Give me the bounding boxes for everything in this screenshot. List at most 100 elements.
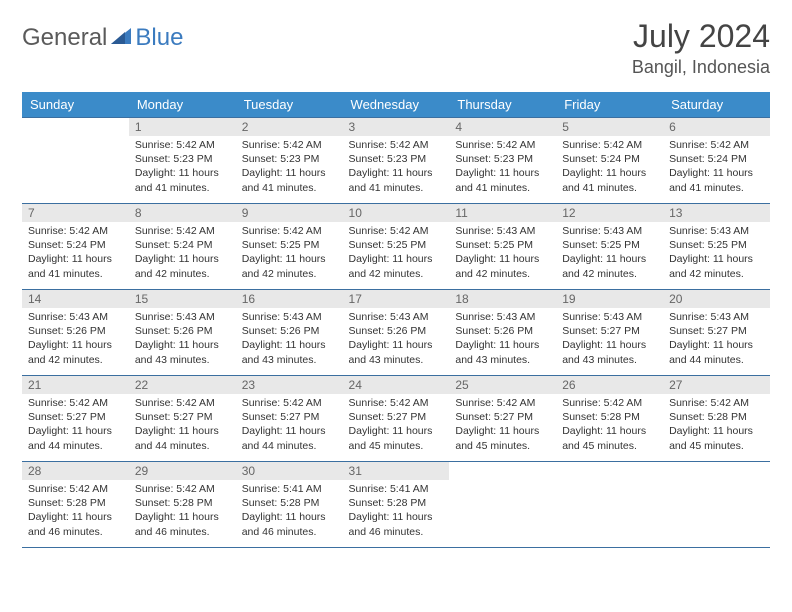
calendar-cell: 6Sunrise: 5:42 AMSunset: 5:24 PMDaylight… [663, 118, 770, 204]
calendar-cell: 23Sunrise: 5:42 AMSunset: 5:27 PMDayligh… [236, 376, 343, 462]
logo: General Blue [22, 18, 183, 52]
day-info: Sunrise: 5:43 AMSunset: 5:27 PMDaylight:… [663, 308, 770, 371]
day-info: Sunrise: 5:43 AMSunset: 5:25 PMDaylight:… [449, 222, 556, 285]
day-info: Sunrise: 5:41 AMSunset: 5:28 PMDaylight:… [343, 480, 450, 543]
day-info: Sunrise: 5:42 AMSunset: 5:28 PMDaylight:… [129, 480, 236, 543]
day-info: Sunrise: 5:43 AMSunset: 5:26 PMDaylight:… [22, 308, 129, 371]
day-number: 28 [22, 462, 129, 480]
calendar-cell: 9Sunrise: 5:42 AMSunset: 5:25 PMDaylight… [236, 204, 343, 290]
weekday-header: Saturday [663, 92, 770, 118]
day-number: 5 [556, 118, 663, 136]
calendar-cell: 26Sunrise: 5:42 AMSunset: 5:28 PMDayligh… [556, 376, 663, 462]
day-number: 18 [449, 290, 556, 308]
day-number: 14 [22, 290, 129, 308]
calendar-cell: 4Sunrise: 5:42 AMSunset: 5:23 PMDaylight… [449, 118, 556, 204]
day-number: 7 [22, 204, 129, 222]
calendar-cell: 27Sunrise: 5:42 AMSunset: 5:28 PMDayligh… [663, 376, 770, 462]
calendar-cell: 5Sunrise: 5:42 AMSunset: 5:24 PMDaylight… [556, 118, 663, 204]
calendar-cell [663, 462, 770, 548]
day-number: 12 [556, 204, 663, 222]
day-info: Sunrise: 5:42 AMSunset: 5:27 PMDaylight:… [343, 394, 450, 457]
day-info: Sunrise: 5:42 AMSunset: 5:27 PMDaylight:… [236, 394, 343, 457]
day-info: Sunrise: 5:42 AMSunset: 5:23 PMDaylight:… [236, 136, 343, 199]
calendar-cell [449, 462, 556, 548]
day-number: 17 [343, 290, 450, 308]
calendar-cell: 12Sunrise: 5:43 AMSunset: 5:25 PMDayligh… [556, 204, 663, 290]
day-info: Sunrise: 5:42 AMSunset: 5:25 PMDaylight:… [343, 222, 450, 285]
day-number: 30 [236, 462, 343, 480]
calendar-cell: 30Sunrise: 5:41 AMSunset: 5:28 PMDayligh… [236, 462, 343, 548]
day-number: 26 [556, 376, 663, 394]
day-number: 22 [129, 376, 236, 394]
day-number: 21 [22, 376, 129, 394]
calendar-cell: 2Sunrise: 5:42 AMSunset: 5:23 PMDaylight… [236, 118, 343, 204]
month-title: July 2024 [632, 18, 770, 55]
day-info: Sunrise: 5:42 AMSunset: 5:27 PMDaylight:… [449, 394, 556, 457]
calendar-cell: 20Sunrise: 5:43 AMSunset: 5:27 PMDayligh… [663, 290, 770, 376]
day-number: 11 [449, 204, 556, 222]
weekday-header: Monday [129, 92, 236, 118]
calendar-row: 7Sunrise: 5:42 AMSunset: 5:24 PMDaylight… [22, 204, 770, 290]
day-info: Sunrise: 5:42 AMSunset: 5:23 PMDaylight:… [343, 136, 450, 199]
calendar-cell: 28Sunrise: 5:42 AMSunset: 5:28 PMDayligh… [22, 462, 129, 548]
calendar-cell: 14Sunrise: 5:43 AMSunset: 5:26 PMDayligh… [22, 290, 129, 376]
day-info: Sunrise: 5:43 AMSunset: 5:26 PMDaylight:… [129, 308, 236, 371]
day-number: 16 [236, 290, 343, 308]
calendar-body: 1Sunrise: 5:42 AMSunset: 5:23 PMDaylight… [22, 118, 770, 548]
day-info: Sunrise: 5:43 AMSunset: 5:26 PMDaylight:… [236, 308, 343, 371]
weekday-header: Sunday [22, 92, 129, 118]
day-info: Sunrise: 5:42 AMSunset: 5:27 PMDaylight:… [22, 394, 129, 457]
calendar-cell: 11Sunrise: 5:43 AMSunset: 5:25 PMDayligh… [449, 204, 556, 290]
day-info: Sunrise: 5:41 AMSunset: 5:28 PMDaylight:… [236, 480, 343, 543]
logo-word-general: General [22, 24, 107, 52]
weekday-header: Friday [556, 92, 663, 118]
day-info: Sunrise: 5:42 AMSunset: 5:28 PMDaylight:… [663, 394, 770, 457]
calendar-cell: 10Sunrise: 5:42 AMSunset: 5:25 PMDayligh… [343, 204, 450, 290]
day-info: Sunrise: 5:42 AMSunset: 5:28 PMDaylight:… [556, 394, 663, 457]
day-number: 25 [449, 376, 556, 394]
day-info: Sunrise: 5:42 AMSunset: 5:24 PMDaylight:… [556, 136, 663, 199]
calendar-cell: 8Sunrise: 5:42 AMSunset: 5:24 PMDaylight… [129, 204, 236, 290]
weekday-header: Thursday [449, 92, 556, 118]
day-number: 6 [663, 118, 770, 136]
calendar-cell: 25Sunrise: 5:42 AMSunset: 5:27 PMDayligh… [449, 376, 556, 462]
day-info: Sunrise: 5:43 AMSunset: 5:26 PMDaylight:… [343, 308, 450, 371]
calendar-cell: 3Sunrise: 5:42 AMSunset: 5:23 PMDaylight… [343, 118, 450, 204]
day-info: Sunrise: 5:43 AMSunset: 5:25 PMDaylight:… [663, 222, 770, 285]
day-number: 1 [129, 118, 236, 136]
logo-word-blue: Blue [135, 24, 183, 52]
day-info: Sunrise: 5:42 AMSunset: 5:24 PMDaylight:… [129, 222, 236, 285]
calendar-cell: 31Sunrise: 5:41 AMSunset: 5:28 PMDayligh… [343, 462, 450, 548]
day-info: Sunrise: 5:43 AMSunset: 5:26 PMDaylight:… [449, 308, 556, 371]
day-number: 4 [449, 118, 556, 136]
title-block: July 2024 Bangil, Indonesia [632, 18, 770, 78]
day-info: Sunrise: 5:42 AMSunset: 5:23 PMDaylight:… [129, 136, 236, 199]
calendar-cell: 17Sunrise: 5:43 AMSunset: 5:26 PMDayligh… [343, 290, 450, 376]
calendar-cell: 7Sunrise: 5:42 AMSunset: 5:24 PMDaylight… [22, 204, 129, 290]
calendar-row: 21Sunrise: 5:42 AMSunset: 5:27 PMDayligh… [22, 376, 770, 462]
day-info: Sunrise: 5:42 AMSunset: 5:25 PMDaylight:… [236, 222, 343, 285]
day-number: 13 [663, 204, 770, 222]
calendar-cell: 21Sunrise: 5:42 AMSunset: 5:27 PMDayligh… [22, 376, 129, 462]
logo-triangle-icon [111, 26, 133, 51]
day-number: 2 [236, 118, 343, 136]
day-number: 23 [236, 376, 343, 394]
calendar-row: 14Sunrise: 5:43 AMSunset: 5:26 PMDayligh… [22, 290, 770, 376]
calendar-cell: 24Sunrise: 5:42 AMSunset: 5:27 PMDayligh… [343, 376, 450, 462]
calendar-cell [556, 462, 663, 548]
day-number: 24 [343, 376, 450, 394]
day-number: 29 [129, 462, 236, 480]
calendar-row: 1Sunrise: 5:42 AMSunset: 5:23 PMDaylight… [22, 118, 770, 204]
calendar-cell: 15Sunrise: 5:43 AMSunset: 5:26 PMDayligh… [129, 290, 236, 376]
day-number: 20 [663, 290, 770, 308]
calendar-cell: 1Sunrise: 5:42 AMSunset: 5:23 PMDaylight… [129, 118, 236, 204]
header: General Blue July 2024 Bangil, Indonesia [22, 18, 770, 78]
day-number: 27 [663, 376, 770, 394]
day-info: Sunrise: 5:42 AMSunset: 5:27 PMDaylight:… [129, 394, 236, 457]
calendar-cell: 19Sunrise: 5:43 AMSunset: 5:27 PMDayligh… [556, 290, 663, 376]
day-number: 8 [129, 204, 236, 222]
calendar-cell [22, 118, 129, 204]
day-info: Sunrise: 5:42 AMSunset: 5:24 PMDaylight:… [22, 222, 129, 285]
weekday-header: Wednesday [343, 92, 450, 118]
location-label: Bangil, Indonesia [632, 57, 770, 78]
